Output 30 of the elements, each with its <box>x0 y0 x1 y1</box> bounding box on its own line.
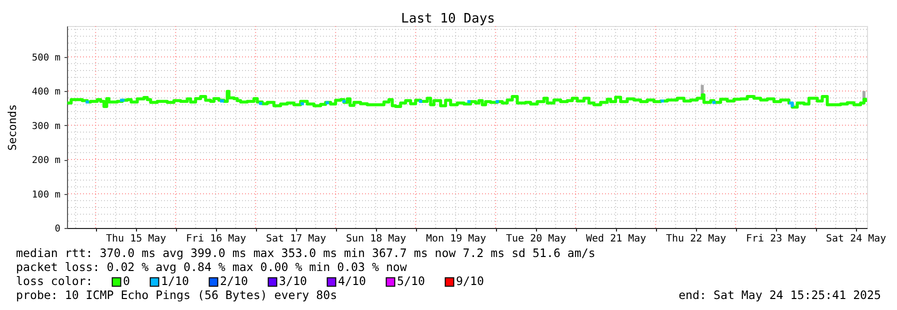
x-tick-label: Thu 22 May <box>666 234 726 244</box>
y-tick-label: 300 m <box>32 120 61 132</box>
x-tick-label: Sat 17 May <box>266 234 326 244</box>
x-tick-label: Sun 18 May <box>346 234 406 244</box>
y-axis-title: Seconds <box>6 104 19 151</box>
x-tick-label: Sat 24 May <box>826 234 886 244</box>
legend-label: 1/10 <box>161 274 189 288</box>
legend-label: 5/10 <box>397 274 425 288</box>
y-tick-label: 100 m <box>32 189 61 200</box>
legend-label: 4/10 <box>338 274 366 288</box>
y-tick-label: 500 m <box>32 52 61 64</box>
legend-label: 3/10 <box>279 274 307 288</box>
text: end: Sat May 24 15:25:41 2025 <box>678 288 882 302</box>
y-tick-label: 0 <box>54 224 61 234</box>
y-tick-label: 200 m <box>32 155 61 166</box>
legend-label: 0 <box>123 274 130 288</box>
x-tick-label: Fri 16 May <box>186 234 246 244</box>
text: probe: 10 ICMP Echo Pings (56 Bytes) every 80s <box>16 288 338 302</box>
text: packet loss: 0.02 % avg 0.84 % max 0.00 % min 0.03 % now <box>16 260 407 274</box>
chart-title: Last 10 Days <box>401 12 495 26</box>
legend-title: loss color: <box>16 274 93 288</box>
x-tick-label: Fri 23 May <box>746 234 806 244</box>
x-tick-label: Tue 20 May <box>506 234 566 244</box>
y-tick-label: 400 m <box>32 86 61 98</box>
text: median rtt: 370.0 ms avg 399.0 ms max 353.0 ms min 367.7 ms now 7.2 ms sd 51.6 am/s <box>16 246 596 260</box>
legend-label: 2/10 <box>220 274 248 288</box>
x-tick-label: Wed 21 May <box>586 234 646 244</box>
legend-label: 9/10 <box>456 274 484 288</box>
x-tick-label: Thu 15 May <box>106 234 166 244</box>
x-tick-label: Mon 19 May <box>426 234 486 244</box>
